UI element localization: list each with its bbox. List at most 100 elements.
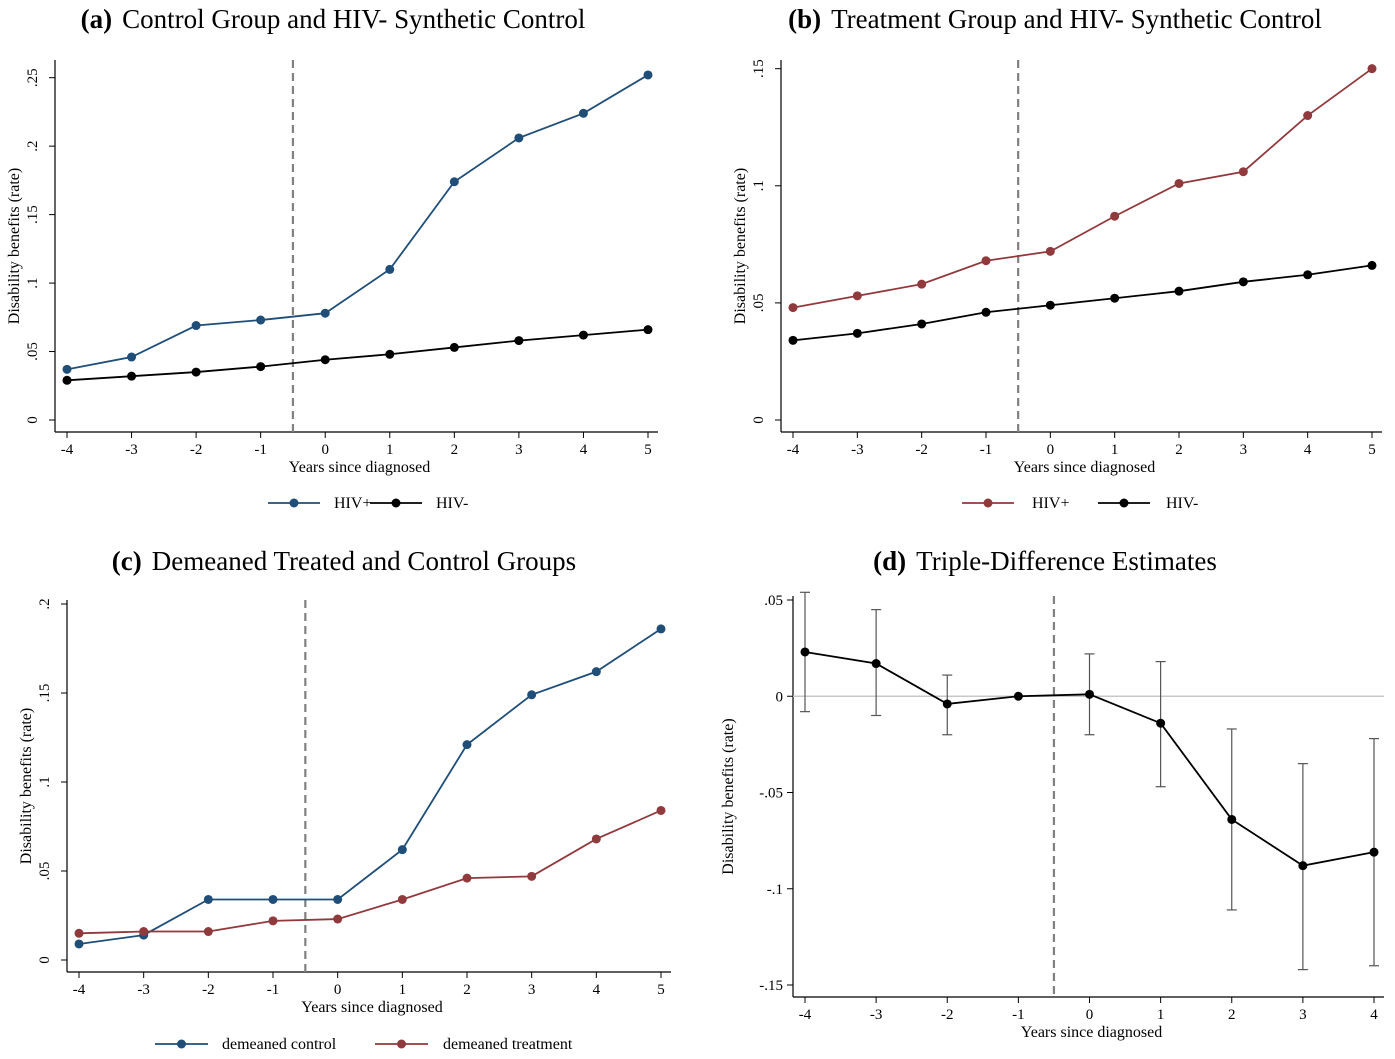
legend-label: HIV+	[334, 495, 371, 512]
y-tick-label: 0	[37, 956, 53, 964]
legend-swatch-marker	[397, 1039, 406, 1049]
legend-swatch-marker	[391, 498, 401, 508]
x-tick-label: -3	[137, 982, 150, 998]
data-point	[1367, 64, 1377, 74]
panel-b: (b) Treatment Group and HIV- Synthetic Co…	[732, 4, 1382, 512]
data-point	[800, 647, 810, 657]
panel-label-a: (a)	[81, 4, 112, 34]
x-tick-label: 5	[644, 442, 652, 458]
data-point	[981, 307, 991, 317]
data-point	[462, 740, 472, 750]
y-tick-label: .2	[25, 141, 41, 152]
legend-swatch-marker	[289, 498, 299, 508]
panel-title-text-b: Treatment Group and HIV- Synthetic Contr…	[831, 4, 1322, 34]
data-point	[591, 834, 601, 844]
x-tick-label: 3	[528, 982, 536, 998]
y-tick-label: .1	[37, 776, 53, 787]
x-tick-label: -1	[980, 442, 993, 458]
panel-d: (d) Triple-Difference Estimates -.15 -.1 -.0…	[720, 546, 1384, 1041]
data-point	[917, 279, 927, 289]
series-line	[66, 74, 649, 371]
data-point	[1369, 847, 1379, 857]
data-point	[191, 321, 201, 331]
data-point	[1303, 111, 1313, 121]
panel-c: (c) Demeaned Treated and Control Groups 0.…	[18, 546, 671, 1053]
x-tick-label: 4	[1370, 1007, 1378, 1023]
x-tick-label: -4	[787, 442, 800, 458]
data-point	[1303, 270, 1313, 280]
series-line	[78, 628, 662, 945]
y-tick-label: .15	[751, 59, 767, 78]
legend-swatch-marker	[983, 498, 993, 508]
panel-title-b: (b) Treatment Group and HIV- Synthetic Co…	[788, 4, 1322, 34]
data-point	[852, 328, 862, 338]
x-tick-label: -2	[190, 442, 203, 458]
x-axis-title: Years since diagnosed	[289, 459, 430, 476]
data-point	[1238, 167, 1248, 177]
y-tick-label: .1	[751, 180, 767, 191]
data-point	[1238, 277, 1248, 287]
data-point	[74, 928, 84, 938]
y-axis-title: Disability benefits (rate)	[720, 718, 737, 874]
data-point	[268, 916, 278, 926]
data-point	[514, 336, 524, 346]
x-tick-label: 2	[451, 442, 459, 458]
data-point	[643, 70, 653, 80]
x-tick-label: -4	[73, 982, 86, 998]
x-tick-label: 3	[1240, 442, 1248, 458]
panel-title-a: (a) Control Group and HIV- Synthetic Cont…	[81, 4, 586, 34]
x-tick-label: 3	[515, 442, 523, 458]
x-tick-label: 2	[1175, 442, 1183, 458]
y-tick-label: -.15	[759, 978, 783, 994]
legend-swatch-marker	[177, 1039, 186, 1049]
data-point	[1085, 689, 1094, 699]
data-point	[656, 624, 666, 634]
legend-label: demeaned control	[222, 1036, 337, 1053]
data-point	[385, 264, 395, 274]
x-axis-title: Years since diagnosed	[1021, 1024, 1162, 1041]
data-point	[1013, 691, 1023, 701]
x-tick-label: 2	[1228, 1007, 1236, 1023]
y-tick-label: 0	[776, 689, 784, 705]
data-point	[397, 845, 407, 855]
series-line	[792, 264, 1373, 342]
data-point	[139, 927, 149, 937]
x-axis-title: Years since diagnosed	[301, 999, 442, 1016]
data-point	[1045, 300, 1055, 310]
panel-title-d: (d) Triple-Difference Estimates	[873, 546, 1217, 576]
y-tick-label: .15	[25, 205, 41, 224]
data-point	[527, 690, 537, 700]
x-tick-label: -1	[1012, 1007, 1025, 1023]
x-tick-label: 3	[1299, 1007, 1307, 1023]
data-point	[62, 364, 72, 374]
panel-label-d: (d)	[873, 546, 906, 576]
y-tick-label: .05	[37, 862, 53, 881]
data-point	[256, 362, 266, 372]
y-tick-label: .05	[764, 593, 783, 609]
data-point	[1045, 246, 1055, 256]
data-point	[1174, 178, 1184, 188]
x-tick-label: -1	[267, 982, 280, 998]
data-point	[397, 894, 407, 904]
x-tick-label: 4	[1304, 442, 1312, 458]
data-point	[578, 330, 588, 340]
data-point	[1110, 211, 1120, 221]
data-point	[788, 335, 798, 345]
data-point	[1227, 814, 1237, 824]
data-point	[191, 367, 201, 377]
x-tick-label: -3	[870, 1007, 883, 1023]
data-point	[1174, 286, 1184, 296]
x-tick-label: 5	[1368, 442, 1376, 458]
data-point	[320, 355, 330, 365]
y-tick-label: .05	[25, 342, 41, 361]
data-point	[333, 894, 343, 904]
data-point	[385, 349, 395, 359]
x-tick-label: 2	[463, 982, 471, 998]
data-point	[74, 939, 84, 949]
legend-label: HIV+	[1032, 495, 1069, 512]
legend-swatch-marker	[1119, 498, 1129, 508]
panel-title-text-a: Control Group and HIV- Synthetic Control	[122, 4, 585, 34]
data-point	[333, 914, 343, 924]
